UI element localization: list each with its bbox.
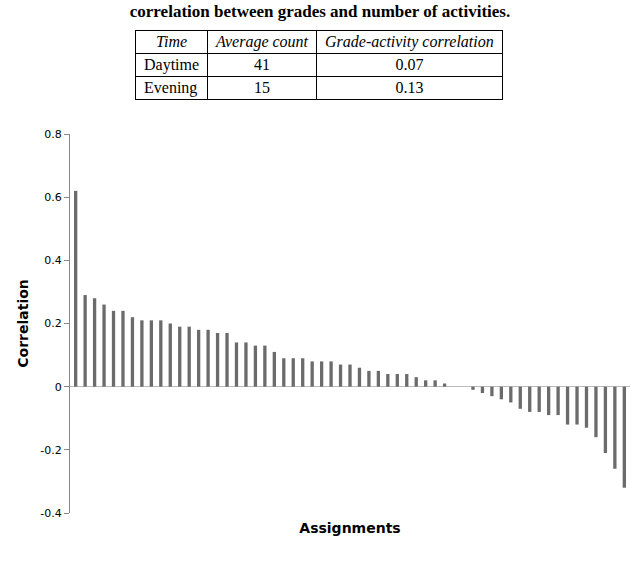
svg-text:-0.4: -0.4 bbox=[40, 507, 61, 520]
html-text:Grade-activity correlation: Grade-activity correlation bbox=[325, 33, 494, 50]
html-text:15: 15 bbox=[254, 79, 271, 96]
html-text:0.07: 0.07 bbox=[395, 56, 424, 73]
svg-text:-0.2: -0.2 bbox=[40, 444, 61, 457]
svg-text:0.6: 0.6 bbox=[44, 191, 62, 204]
html-text:Time: Time bbox=[156, 33, 188, 50]
svg-text:0: 0 bbox=[55, 381, 62, 394]
html-text:correlation between grades and: correlation between grades and number of… bbox=[129, 2, 511, 21]
html-text:Daytime: Daytime bbox=[144, 56, 200, 73]
svg-text:0.2: 0.2 bbox=[44, 317, 62, 330]
svg-text:Assignments: Assignments bbox=[299, 520, 400, 536]
svg-text:0.4: 0.4 bbox=[44, 254, 62, 267]
html-text:Evening: Evening bbox=[144, 79, 198, 96]
html-text:Average count: Average count bbox=[216, 33, 309, 50]
svg-text:Correlation: Correlation bbox=[15, 279, 31, 368]
html-text:0.13: 0.13 bbox=[395, 79, 424, 96]
svg-text:0.8: 0.8 bbox=[44, 128, 62, 141]
html-text:41: 41 bbox=[254, 56, 271, 73]
